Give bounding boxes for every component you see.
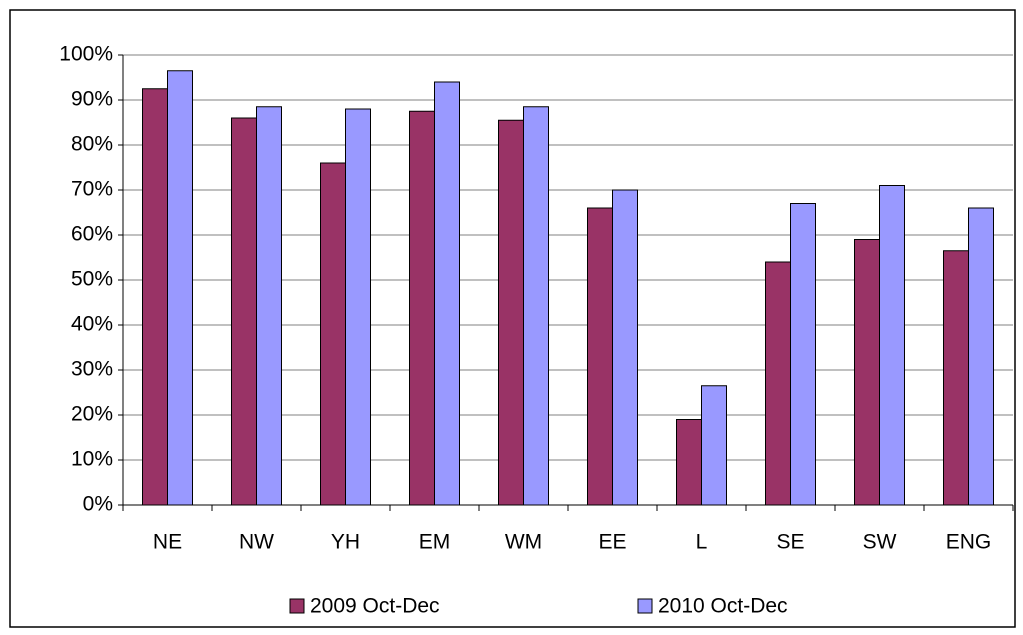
x-tick-label: L (696, 531, 708, 554)
x-tick-label: SE (776, 531, 804, 554)
legend-label: 2009 Oct-Dec (310, 595, 440, 618)
y-tick-label: 0% (83, 493, 113, 516)
bar (790, 203, 816, 506)
legend-swatch (289, 598, 305, 614)
y-tick-label: 30% (71, 358, 113, 381)
y-tick-label: 60% (71, 223, 113, 246)
bar (256, 106, 282, 506)
y-tick-label: 40% (71, 313, 113, 336)
x-tick-label: ENG (946, 531, 992, 554)
bar (498, 119, 524, 506)
x-tick-label: EM (419, 531, 451, 554)
bar (765, 261, 791, 506)
legend-label: 2010 Oct-Dec (658, 595, 788, 618)
y-tick-label: 20% (71, 403, 113, 426)
bar (854, 239, 880, 506)
x-tick-label: NE (153, 531, 182, 554)
x-tick-label: EE (598, 531, 626, 554)
bar (167, 70, 193, 506)
bar (523, 106, 549, 506)
y-tick-label: 50% (71, 268, 113, 291)
bar (676, 419, 702, 506)
bar (587, 207, 613, 506)
legend-swatch (637, 598, 653, 614)
bar (612, 189, 638, 506)
bar (409, 110, 435, 506)
bar (345, 108, 371, 506)
y-tick-label: 10% (71, 448, 113, 471)
bar (879, 185, 905, 506)
bar (701, 385, 727, 506)
x-tick-label: WM (505, 531, 542, 554)
y-tick-label: 70% (71, 178, 113, 201)
bar (968, 207, 994, 506)
x-tick-label: YH (331, 531, 360, 554)
bar (943, 250, 969, 506)
x-tick-label: SW (863, 531, 897, 554)
y-tick-label: 80% (71, 133, 113, 156)
bar (142, 88, 168, 506)
bar (434, 81, 460, 506)
bar (231, 117, 257, 506)
bar (320, 162, 346, 506)
y-tick-label: 90% (71, 88, 113, 111)
y-tick-label: 100% (59, 43, 113, 66)
x-tick-label: NW (239, 531, 274, 554)
